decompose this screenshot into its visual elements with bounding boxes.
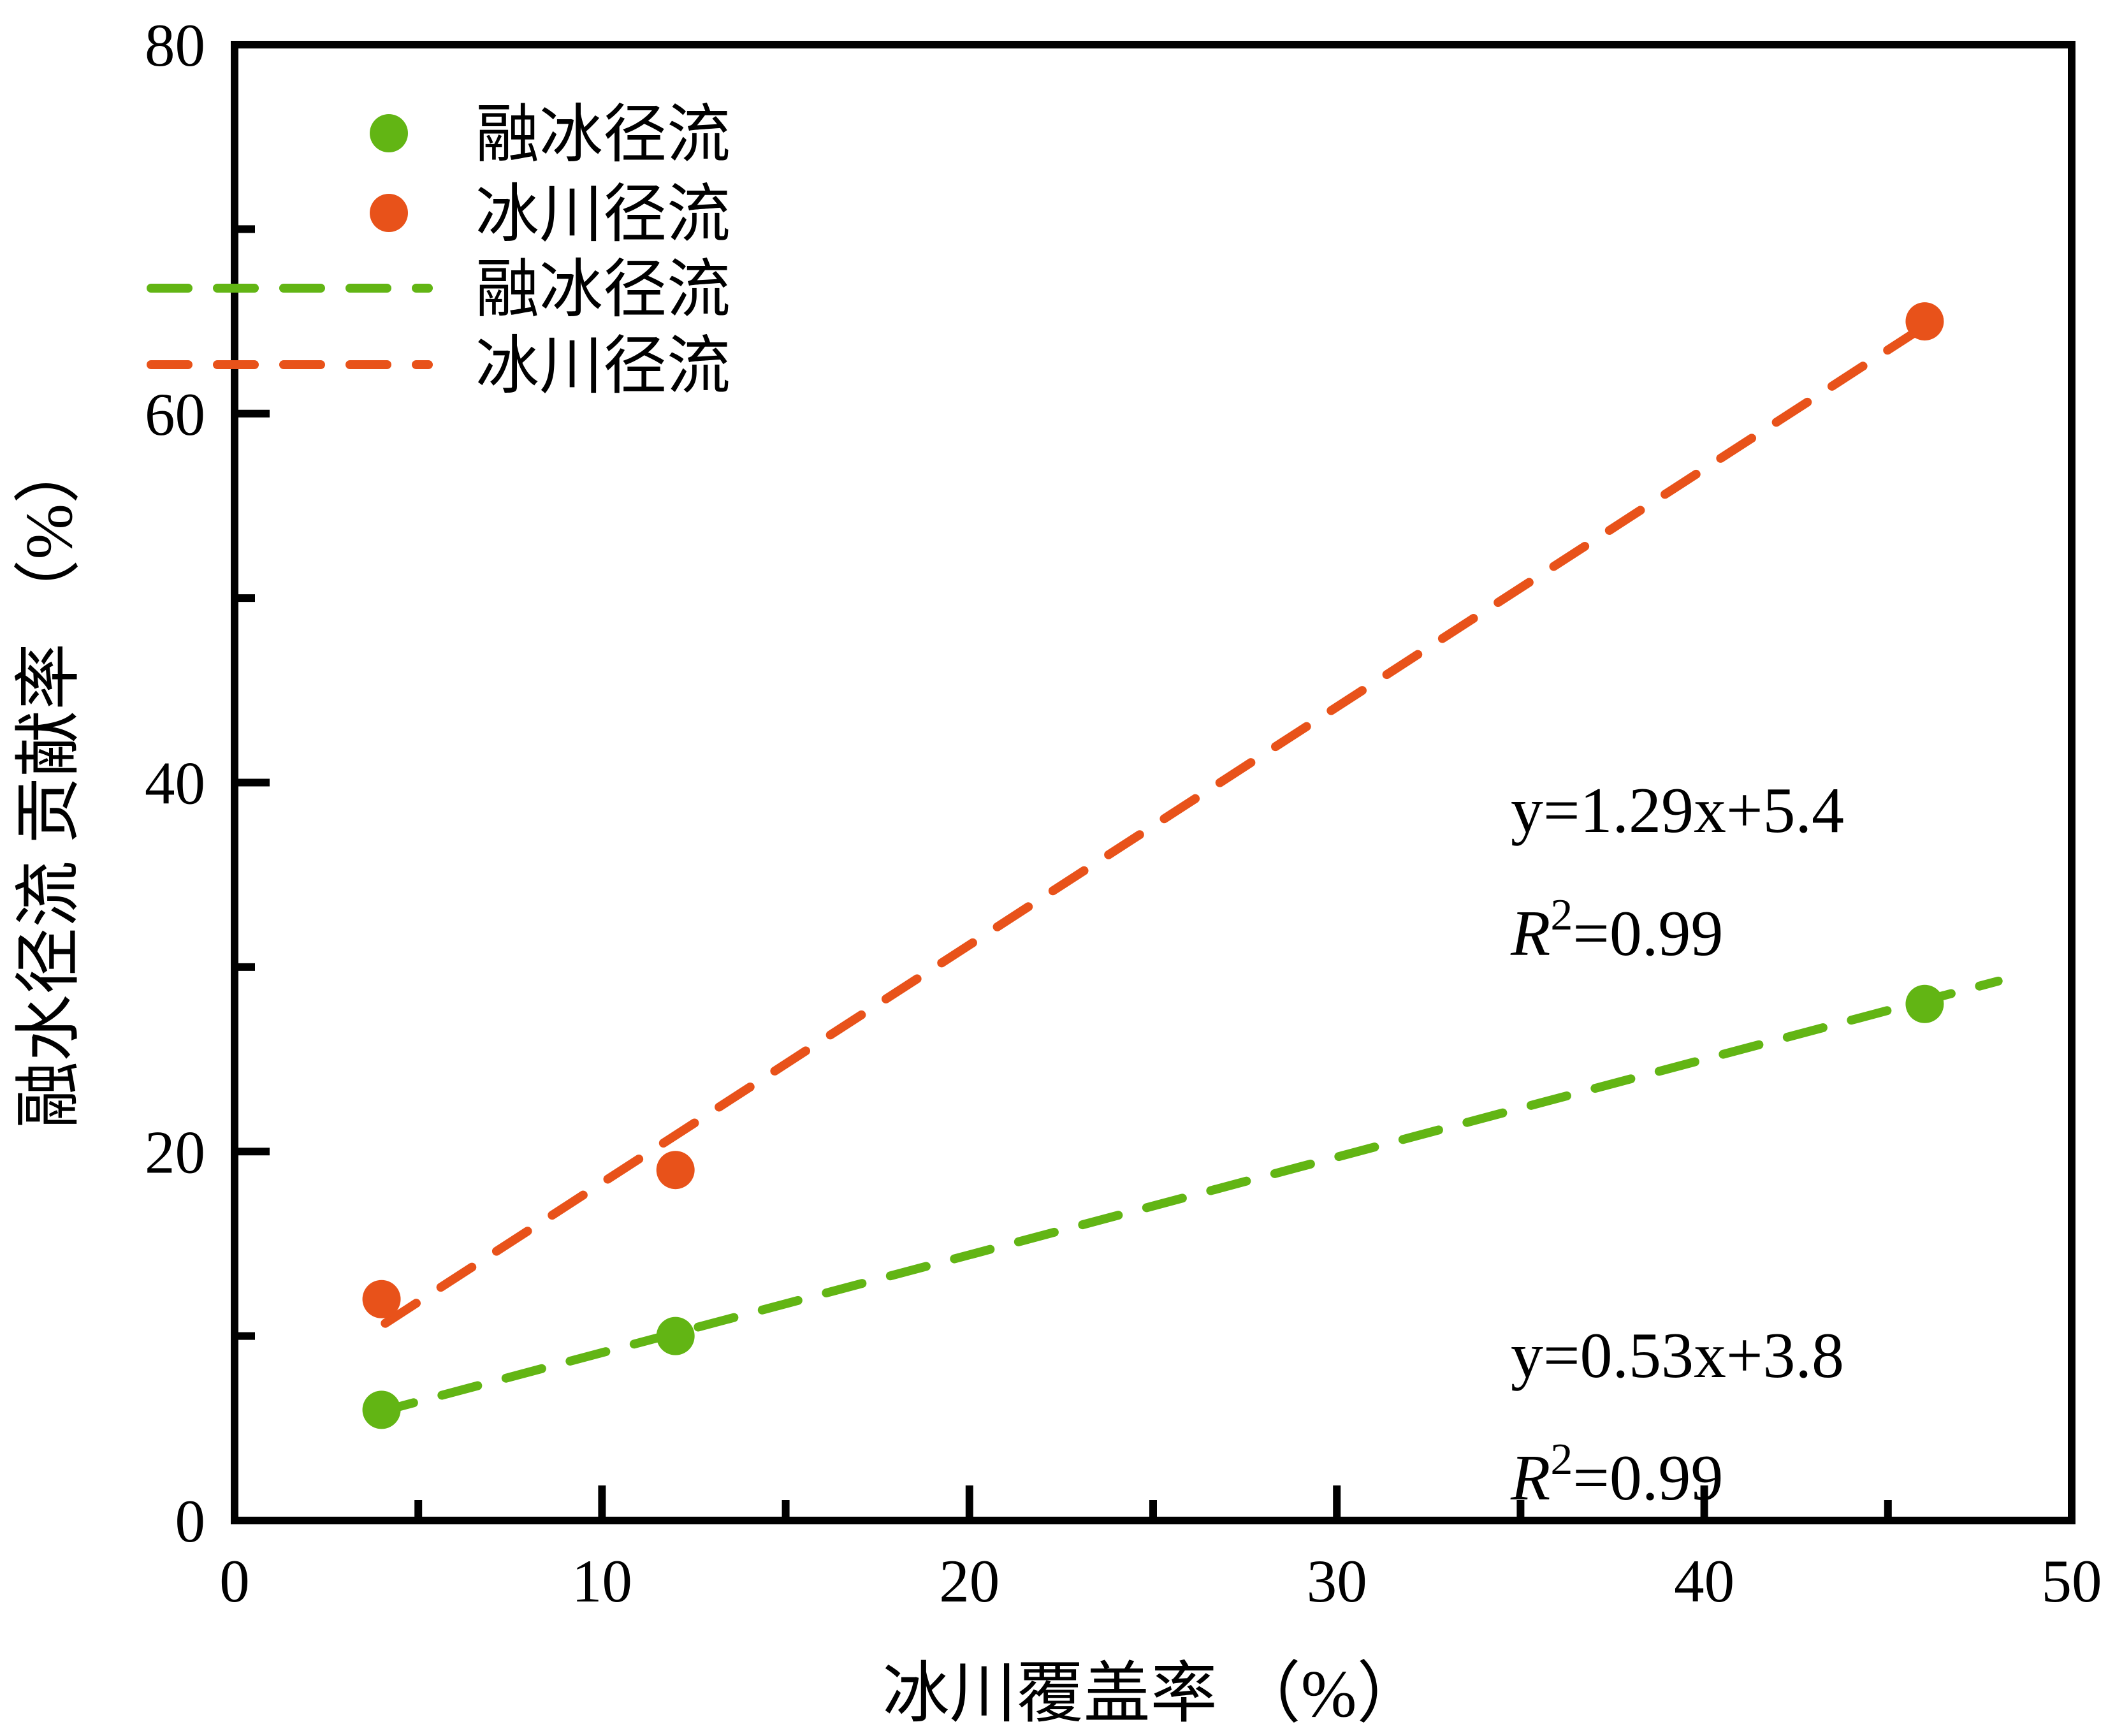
y-tick-label: 0: [175, 1487, 206, 1555]
trendline-melt-ice: [373, 976, 2003, 1417]
legend-label: 融冰径流: [476, 99, 731, 170]
annotation-equation: y=0.53x+3.8: [1511, 1320, 1844, 1392]
data-point: [362, 1280, 401, 1318]
y-tick-label: 60: [145, 381, 205, 448]
y-tick-label: 20: [145, 1118, 205, 1186]
annotation-r-squared: R2=0.99: [1510, 1435, 1723, 1514]
data-point: [656, 1151, 695, 1190]
trendline-glacier: [381, 317, 1937, 1328]
legend-item: 冰川径流: [370, 179, 731, 250]
data-point: [1905, 302, 1944, 341]
annotation-r-squared: R2=0.99: [1510, 891, 1723, 970]
y-tick-label: 40: [145, 750, 205, 817]
x-tick-label: 20: [939, 1547, 999, 1615]
x-tick-label: 50: [2042, 1547, 2102, 1615]
legend-dot-marker: [370, 114, 408, 152]
x-tick-label: 40: [1674, 1547, 1734, 1615]
x-tick-label: 30: [1307, 1547, 1367, 1615]
legend-item: 融冰径流: [147, 254, 731, 325]
legend-label: 融冰径流: [476, 254, 731, 325]
x-tick-label: 10: [572, 1547, 632, 1615]
data-point: [362, 1390, 401, 1429]
x-axis-title: 冰川覆盖率 （%）: [883, 1656, 1424, 1731]
legend-label: 冰川径流: [476, 179, 731, 250]
legend-label: 冰川径流: [476, 331, 731, 402]
y-tick-label: 80: [145, 11, 205, 79]
legend-dot-marker: [370, 194, 408, 232]
y-axis-title: 融水径流 贡献率 （%）: [11, 437, 86, 1128]
legend-item: 融冰径流: [370, 99, 731, 170]
legend-item: 冰川径流: [147, 331, 731, 402]
data-point: [656, 1317, 695, 1355]
x-tick-label: 0: [219, 1547, 250, 1615]
data-point: [1905, 984, 1944, 1023]
annotation-equation: y=1.29x+5.4: [1511, 775, 1844, 847]
